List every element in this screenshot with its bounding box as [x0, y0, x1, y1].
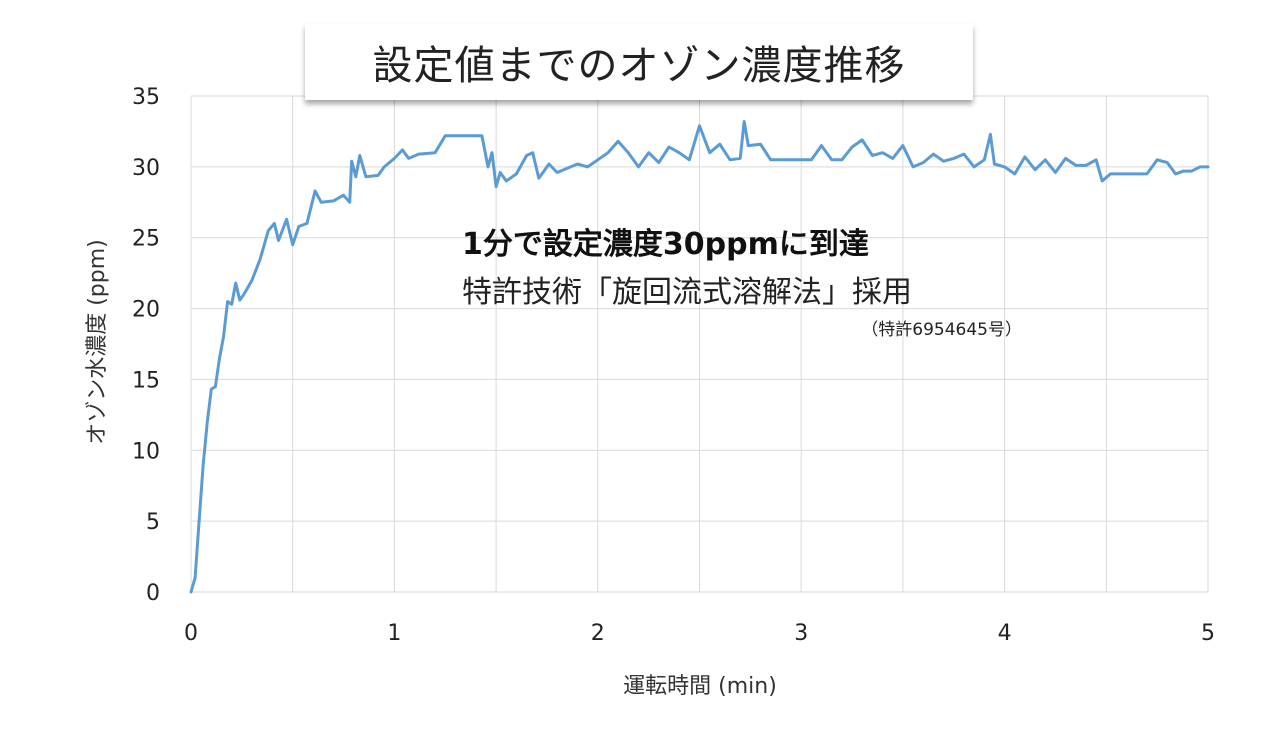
- y-tick-label: 10: [132, 439, 160, 464]
- x-tick-label: 0: [184, 621, 198, 646]
- annotation-subtitle: 特許技術「旋回流式溶解法」採用: [462, 275, 912, 310]
- y-tick-label: 5: [146, 510, 160, 535]
- ozone-concentration-line: [189, 120, 1210, 594]
- annotation-headline: 1分で設定濃度30ppmに到達: [462, 227, 869, 262]
- x-tick-labels: 0 1 2 3 4 5: [184, 621, 1215, 646]
- y-tick-labels: 0 5 10 15 20 25 30 35: [132, 85, 160, 606]
- x-tick-label: 2: [591, 621, 605, 646]
- x-tick-label: 5: [1201, 621, 1215, 646]
- y-tick-label: 0: [146, 581, 160, 606]
- y-tick-label: 35: [132, 85, 160, 110]
- x-tick-label: 3: [794, 621, 808, 646]
- y-axis-title: オゾン水濃度 (ppm): [85, 239, 110, 445]
- annotation-patent-note: （特許6954645号）: [861, 320, 1022, 340]
- x-axis-title: 運転時間 (min): [623, 674, 777, 699]
- chart-title-box: 設定値までのオゾン濃度推移: [305, 24, 973, 100]
- y-tick-label: 30: [132, 156, 160, 181]
- x-tick-label: 4: [998, 621, 1012, 646]
- chart-title: 設定値までのオゾン濃度推移: [372, 43, 906, 89]
- y-tick-label: 15: [132, 368, 160, 393]
- y-tick-label: 20: [132, 298, 160, 323]
- y-tick-label: 25: [132, 227, 160, 252]
- x-tick-label: 1: [387, 621, 401, 646]
